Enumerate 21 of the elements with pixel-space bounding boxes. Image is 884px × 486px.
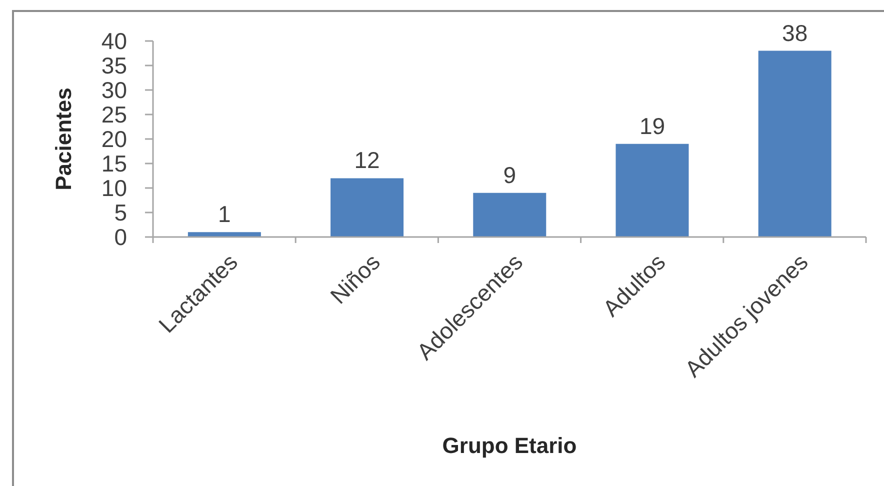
bar — [330, 178, 404, 237]
data-label: 12 — [354, 147, 380, 174]
y-tick-label: 30 — [101, 77, 127, 104]
data-label: 38 — [782, 20, 808, 46]
bar — [758, 50, 832, 237]
bar — [473, 192, 546, 237]
data-label: 9 — [503, 162, 516, 188]
x-axis-title: Grupo Etario — [442, 433, 577, 458]
y-tick-label: 35 — [101, 52, 127, 79]
bar — [616, 144, 689, 237]
y-tick-label: 10 — [101, 175, 127, 202]
y-tick-label: 40 — [101, 28, 127, 54]
y-tick-label: 20 — [101, 126, 127, 152]
y-tick-label: 25 — [101, 102, 127, 128]
y-tick-label: 5 — [114, 200, 127, 226]
bar — [188, 232, 261, 237]
data-label: 1 — [218, 201, 231, 228]
y-tick-label: 15 — [101, 150, 127, 177]
y-tick-label: 0 — [114, 224, 127, 250]
y-axis-title: Pacientes — [50, 88, 76, 190]
data-label: 19 — [639, 112, 666, 139]
